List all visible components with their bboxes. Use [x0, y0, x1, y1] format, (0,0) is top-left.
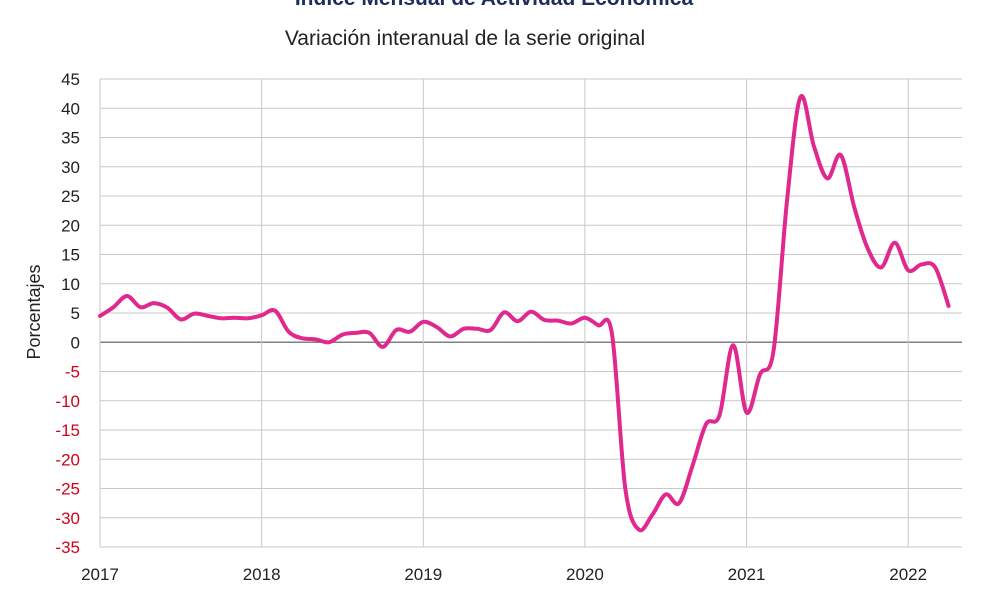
x-tick-label: 2022 [889, 565, 927, 584]
y-tick-label: -15 [55, 421, 80, 440]
x-axis-ticks: 2017 2018 2019 2020 2021 2022 [81, 565, 927, 584]
y-axis-ticks: 45 40 35 30 25 20 15 10 5 0 -5 -10 -15 -20 -25 -30 -35 [55, 70, 80, 557]
y-tick-label: -5 [65, 363, 80, 382]
grid-lines [99, 78, 962, 548]
y-tick-label: 15 [61, 246, 80, 265]
y-tick-label: 25 [61, 187, 80, 206]
y-tick-label: 30 [61, 158, 80, 177]
y-tick-label: -10 [55, 392, 80, 411]
y-tick-label: 0 [71, 333, 80, 352]
y-tick-label: 5 [71, 304, 80, 323]
series-line [98, 93, 951, 533]
chart-title: Índice Mensual de Actividad Económica [0, 0, 988, 11]
y-tick-label: -25 [55, 480, 80, 499]
y-tick-label: -20 [55, 450, 80, 469]
y-tick-label: 20 [61, 216, 80, 235]
chart-subtitle: Variación interanual de la serie origina… [284, 27, 646, 50]
series-group [98, 93, 951, 533]
x-tick-label: 2017 [81, 565, 119, 584]
y-tick-label: 45 [61, 70, 80, 89]
y-tick-label: 35 [61, 129, 80, 148]
y-axis-label: Porcentajes [24, 264, 44, 359]
y-tick-label: -35 [55, 538, 80, 557]
x-tick-label: 2019 [404, 565, 442, 584]
y-tick-label: -30 [55, 509, 80, 528]
y-tick-label: 10 [61, 275, 80, 294]
x-tick-label: 2021 [728, 565, 766, 584]
y-tick-label: 40 [61, 99, 80, 118]
x-tick-label: 2020 [566, 565, 604, 584]
x-tick-label: 2018 [243, 565, 281, 584]
